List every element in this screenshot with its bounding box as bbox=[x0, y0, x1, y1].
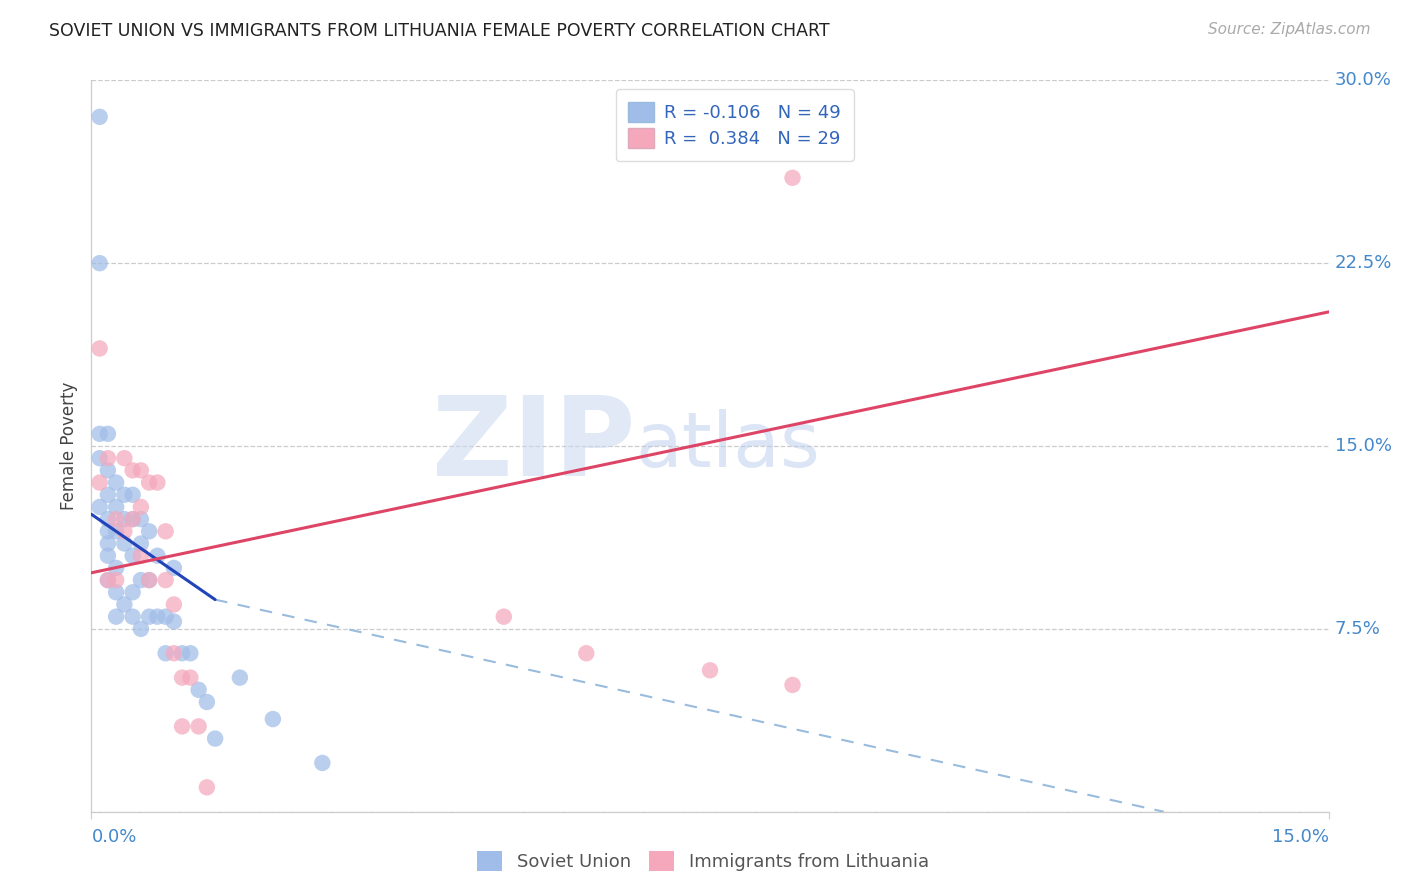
Point bbox=[172, 646, 194, 660]
Point bbox=[121, 512, 143, 526]
Point bbox=[97, 488, 120, 502]
Point bbox=[146, 609, 169, 624]
Legend: R = -0.106   N = 49, R =  0.384   N = 29: R = -0.106 N = 49, R = 0.384 N = 29 bbox=[616, 89, 853, 161]
Point bbox=[112, 488, 135, 502]
Point bbox=[97, 463, 120, 477]
Point bbox=[195, 780, 218, 795]
Point bbox=[163, 561, 186, 575]
Point bbox=[129, 549, 152, 563]
Point bbox=[155, 573, 177, 587]
Point bbox=[105, 561, 128, 575]
Point bbox=[112, 536, 135, 550]
Point bbox=[492, 609, 515, 624]
Point bbox=[179, 646, 201, 660]
Point bbox=[97, 573, 120, 587]
Point bbox=[187, 682, 209, 697]
Point bbox=[97, 451, 120, 466]
Point bbox=[575, 646, 598, 660]
Point bbox=[121, 512, 143, 526]
Point bbox=[311, 756, 333, 770]
Text: 0.0%: 0.0% bbox=[91, 828, 136, 846]
Point bbox=[89, 475, 111, 490]
Text: 30.0%: 30.0% bbox=[1334, 71, 1392, 89]
Point bbox=[112, 524, 135, 539]
Point bbox=[138, 524, 160, 539]
Point bbox=[155, 609, 177, 624]
Point bbox=[129, 512, 152, 526]
Point bbox=[89, 110, 111, 124]
Point bbox=[105, 500, 128, 514]
Point bbox=[97, 573, 120, 587]
Point bbox=[112, 512, 135, 526]
Point bbox=[138, 475, 160, 490]
Point bbox=[129, 622, 152, 636]
Point bbox=[146, 549, 169, 563]
Point bbox=[89, 426, 111, 441]
Point bbox=[97, 549, 120, 563]
Point bbox=[782, 678, 804, 692]
Point bbox=[112, 451, 135, 466]
Point bbox=[155, 646, 177, 660]
Point bbox=[97, 536, 120, 550]
Point bbox=[105, 524, 128, 539]
Point bbox=[121, 549, 143, 563]
Point bbox=[97, 524, 120, 539]
Point bbox=[121, 609, 143, 624]
Point bbox=[195, 695, 218, 709]
Point bbox=[105, 585, 128, 599]
Point bbox=[163, 615, 186, 629]
Point bbox=[121, 488, 143, 502]
Point bbox=[105, 475, 128, 490]
Point bbox=[97, 512, 120, 526]
Point bbox=[229, 671, 252, 685]
Point bbox=[699, 663, 721, 677]
Point bbox=[172, 671, 194, 685]
Text: 15.0%: 15.0% bbox=[1334, 437, 1392, 455]
Text: 15.0%: 15.0% bbox=[1271, 828, 1329, 846]
Legend: Soviet Union, Immigrants from Lithuania: Soviet Union, Immigrants from Lithuania bbox=[470, 844, 936, 879]
Point bbox=[138, 573, 160, 587]
Text: atlas: atlas bbox=[636, 409, 821, 483]
Point bbox=[89, 500, 111, 514]
Text: Source: ZipAtlas.com: Source: ZipAtlas.com bbox=[1208, 22, 1371, 37]
Point bbox=[187, 719, 209, 733]
Point bbox=[105, 573, 128, 587]
Text: 22.5%: 22.5% bbox=[1334, 254, 1392, 272]
Point bbox=[89, 342, 111, 356]
Text: 7.5%: 7.5% bbox=[1334, 620, 1381, 638]
Point bbox=[155, 524, 177, 539]
Y-axis label: Female Poverty: Female Poverty bbox=[60, 382, 79, 510]
Point bbox=[129, 500, 152, 514]
Point bbox=[121, 463, 143, 477]
Point bbox=[262, 712, 284, 726]
Point bbox=[172, 719, 194, 733]
Point bbox=[146, 475, 169, 490]
Text: ZIP: ZIP bbox=[433, 392, 636, 500]
Point bbox=[105, 609, 128, 624]
Point bbox=[138, 573, 160, 587]
Point bbox=[129, 536, 152, 550]
Point bbox=[97, 426, 120, 441]
Point bbox=[163, 646, 186, 660]
Point bbox=[163, 598, 186, 612]
Point bbox=[89, 451, 111, 466]
Point bbox=[112, 598, 135, 612]
Point bbox=[129, 463, 152, 477]
Point bbox=[204, 731, 226, 746]
Point bbox=[89, 256, 111, 270]
Point bbox=[129, 573, 152, 587]
Text: SOVIET UNION VS IMMIGRANTS FROM LITHUANIA FEMALE POVERTY CORRELATION CHART: SOVIET UNION VS IMMIGRANTS FROM LITHUANI… bbox=[49, 22, 830, 40]
Point bbox=[105, 512, 128, 526]
Point bbox=[179, 671, 201, 685]
Point bbox=[138, 609, 160, 624]
Point bbox=[121, 585, 143, 599]
Point bbox=[782, 170, 804, 185]
